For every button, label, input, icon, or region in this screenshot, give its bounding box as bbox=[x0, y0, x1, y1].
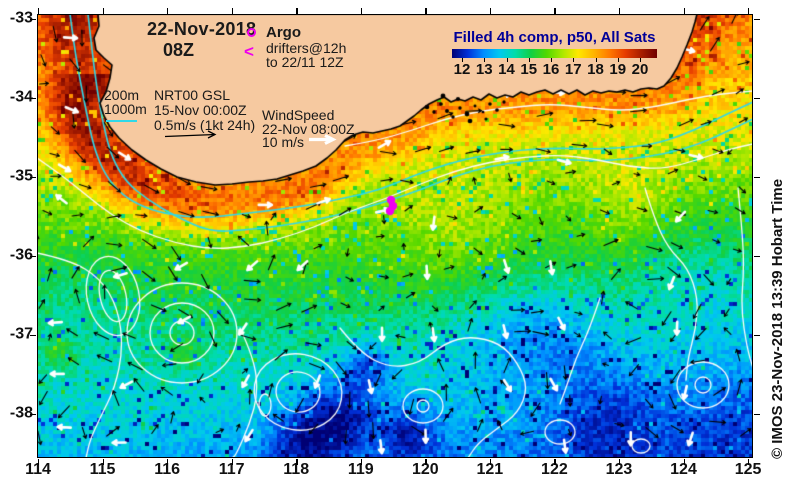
y-tick-mark bbox=[753, 177, 760, 179]
y-tick-mark bbox=[753, 19, 760, 21]
x-tick-mark bbox=[748, 458, 750, 465]
y-tick-label: -37 bbox=[9, 325, 33, 343]
x-tick-label: 125 bbox=[734, 461, 762, 478]
x-tick-mark bbox=[167, 458, 169, 465]
x-tick-mark bbox=[489, 458, 492, 465]
x-tick-label: 115 bbox=[89, 461, 116, 478]
x-tick-label: 117 bbox=[218, 461, 245, 478]
gsl-legend-line1: NRT00 GSL bbox=[154, 87, 230, 103]
x-tick-mark bbox=[102, 7, 104, 14]
drifter-arrow-icon: < bbox=[244, 42, 254, 61]
y-tick-mark bbox=[30, 177, 36, 179]
y-tick-label: -34 bbox=[9, 88, 33, 106]
x-tick-mark bbox=[38, 7, 40, 14]
argo-float-icon bbox=[247, 28, 256, 37]
x-tick-label: 120 bbox=[411, 461, 439, 478]
current-scale-arrow-icon bbox=[164, 130, 217, 139]
x-tick-label: 114 bbox=[25, 461, 51, 478]
x-tick-mark bbox=[748, 7, 750, 14]
x-tick-mark bbox=[296, 458, 298, 465]
wind-legend-line2: 22-Nov 08:00Z bbox=[262, 121, 355, 137]
x-tick-mark bbox=[425, 458, 427, 465]
x-tick-label: 121 bbox=[476, 461, 504, 478]
map-date: 22-Nov-2018 bbox=[147, 19, 257, 39]
x-tick-mark bbox=[683, 7, 685, 14]
y-tick-mark bbox=[753, 335, 760, 337]
x-tick-label: 116 bbox=[154, 461, 180, 478]
x-tick-label: 119 bbox=[347, 461, 374, 478]
y-tick-mark bbox=[753, 414, 760, 416]
argo-legend-line2: drifters@12h bbox=[266, 40, 347, 56]
x-tick-mark bbox=[554, 7, 556, 14]
x-tick-mark bbox=[489, 7, 492, 14]
map-hour: 08Z bbox=[163, 40, 195, 60]
x-tick-label: 124 bbox=[670, 461, 697, 478]
colorbar-title: Filled 4h comp, p50, All Sats bbox=[453, 29, 656, 46]
y-tick-label: -35 bbox=[9, 167, 33, 185]
y-tick-mark bbox=[753, 256, 760, 258]
x-tick-mark bbox=[360, 7, 363, 14]
bathy-label-200m: 200m bbox=[104, 87, 140, 103]
x-tick-mark bbox=[167, 7, 169, 14]
x-tick-mark bbox=[296, 7, 298, 14]
x-tick-mark bbox=[618, 7, 621, 14]
y-tick-label: -33 bbox=[9, 9, 33, 27]
y-tick-mark bbox=[30, 19, 36, 21]
x-tick-mark bbox=[554, 458, 556, 465]
x-tick-mark bbox=[38, 458, 40, 465]
y-tick-mark bbox=[30, 256, 36, 258]
y-tick-mark bbox=[753, 98, 760, 100]
wind-legend-line3: 10 m/s bbox=[262, 134, 305, 150]
gsl-legend-line3: 0.5m/s (1kt 24h) bbox=[154, 117, 256, 133]
y-tick-mark bbox=[30, 414, 36, 416]
x-tick-label: 123 bbox=[605, 461, 633, 478]
bathy-contour-sample-line bbox=[106, 120, 137, 122]
y-tick-label: -38 bbox=[9, 404, 33, 422]
x-tick-mark bbox=[683, 458, 685, 465]
x-tick-mark bbox=[231, 7, 234, 14]
x-tick-mark bbox=[618, 458, 621, 465]
x-tick-label: 118 bbox=[283, 461, 310, 478]
watermark-credit: © IMOS 23-Nov-2018 13:39 Hobart Time bbox=[769, 178, 786, 459]
wind-scale-arrow-icon bbox=[309, 134, 337, 145]
wind-legend-line1: WindSpeed bbox=[262, 107, 335, 123]
x-tick-label: 122 bbox=[541, 461, 568, 478]
y-tick-label: -36 bbox=[9, 246, 33, 264]
y-tick-mark bbox=[30, 335, 36, 337]
x-tick-mark bbox=[102, 458, 104, 465]
sst-map-canvas bbox=[37, 14, 753, 458]
y-tick-mark bbox=[30, 98, 36, 100]
bathy-label-1000m: 1000m bbox=[104, 101, 147, 117]
gsl-legend-line2: 15-Nov 00:00Z bbox=[154, 102, 247, 118]
argo-legend-line3: to 22/11 12Z bbox=[266, 54, 344, 70]
x-tick-mark bbox=[425, 7, 427, 14]
x-tick-mark bbox=[231, 458, 234, 465]
argo-legend-title: Argo bbox=[266, 24, 301, 41]
x-tick-mark bbox=[360, 458, 363, 465]
